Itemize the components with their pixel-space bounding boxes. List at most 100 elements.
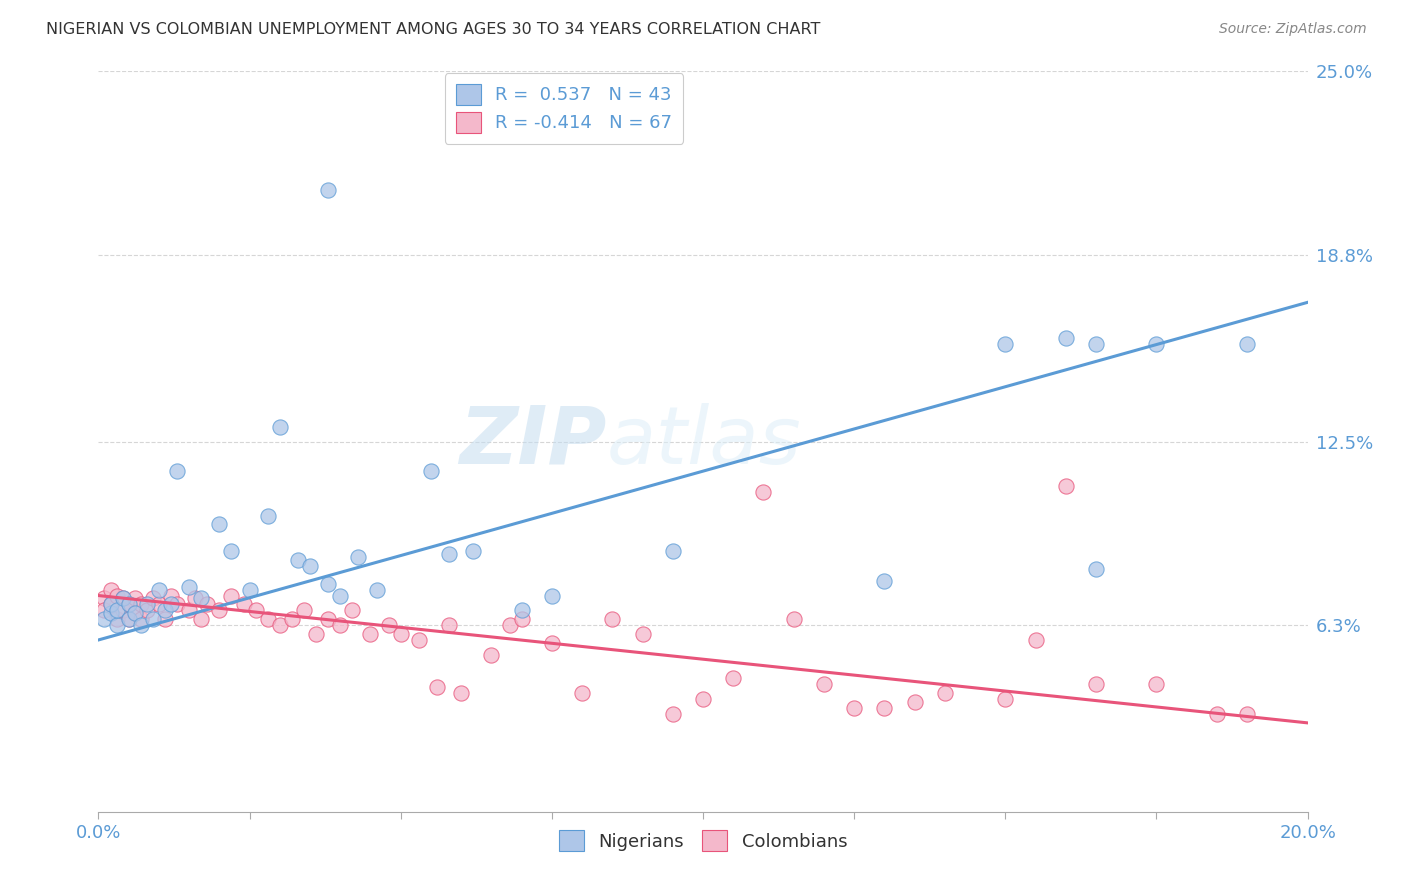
- Point: [752, 484, 775, 499]
- Point: [166, 464, 188, 478]
- Point: [142, 591, 165, 606]
- Point: [1085, 562, 1108, 576]
- Point: [661, 706, 683, 721]
- Point: [366, 582, 388, 597]
- Point: [111, 591, 134, 606]
- Point: [1144, 336, 1167, 351]
- Point: [844, 701, 866, 715]
- Point: [510, 612, 533, 626]
- Point: [195, 598, 218, 612]
- Point: [105, 589, 128, 603]
- Point: [661, 544, 683, 558]
- Point: [124, 607, 146, 621]
- Point: [100, 598, 122, 612]
- Point: [437, 547, 460, 561]
- Point: [1024, 632, 1046, 647]
- Point: [179, 580, 201, 594]
- Point: [208, 603, 231, 617]
- Point: [118, 612, 141, 626]
- Point: [1054, 479, 1077, 493]
- Point: [571, 686, 593, 700]
- Point: [129, 598, 152, 612]
- Point: [360, 627, 382, 641]
- Point: [329, 618, 352, 632]
- Point: [239, 582, 262, 597]
- Point: [100, 598, 122, 612]
- Point: [408, 632, 430, 647]
- Point: [232, 598, 254, 612]
- Point: [1054, 331, 1077, 345]
- Point: [269, 618, 291, 632]
- Point: [994, 692, 1017, 706]
- Point: [105, 603, 128, 617]
- Point: [166, 598, 188, 612]
- Point: [148, 598, 170, 612]
- Point: [184, 591, 207, 606]
- Point: [93, 612, 115, 626]
- Point: [105, 618, 128, 632]
- Point: [904, 695, 927, 709]
- Point: [481, 648, 503, 662]
- Text: atlas: atlas: [606, 402, 801, 481]
- Point: [292, 603, 315, 617]
- Point: [160, 589, 183, 603]
- Point: [1085, 336, 1108, 351]
- Legend: Nigerians, Colombians: Nigerians, Colombians: [551, 823, 855, 858]
- Point: [540, 636, 562, 650]
- Point: [1236, 336, 1258, 351]
- Text: ZIP: ZIP: [458, 402, 606, 481]
- Point: [111, 591, 134, 606]
- Point: [389, 627, 412, 641]
- Point: [281, 612, 304, 626]
- Point: [316, 612, 339, 626]
- Point: [118, 598, 141, 612]
- Point: [179, 603, 201, 617]
- Point: [934, 686, 956, 700]
- Point: [256, 508, 278, 523]
- Point: [245, 603, 267, 617]
- Point: [118, 598, 141, 612]
- Point: [783, 612, 806, 626]
- Point: [135, 603, 157, 617]
- Point: [1085, 677, 1108, 691]
- Text: Source: ZipAtlas.com: Source: ZipAtlas.com: [1219, 22, 1367, 37]
- Point: [160, 598, 183, 612]
- Point: [426, 681, 449, 695]
- Point: [148, 582, 170, 597]
- Point: [118, 612, 141, 626]
- Point: [994, 336, 1017, 351]
- Point: [208, 517, 231, 532]
- Point: [463, 544, 485, 558]
- Point: [153, 612, 176, 626]
- Point: [437, 618, 460, 632]
- Point: [129, 612, 152, 626]
- Point: [221, 544, 243, 558]
- Point: [1206, 706, 1229, 721]
- Point: [129, 618, 152, 632]
- Point: [124, 591, 146, 606]
- Point: [420, 464, 443, 478]
- Point: [153, 603, 176, 617]
- Point: [299, 558, 322, 573]
- Point: [342, 603, 364, 617]
- Point: [377, 618, 399, 632]
- Text: NIGERIAN VS COLOMBIAN UNEMPLOYMENT AMONG AGES 30 TO 34 YEARS CORRELATION CHART: NIGERIAN VS COLOMBIAN UNEMPLOYMENT AMONG…: [46, 22, 821, 37]
- Point: [93, 603, 115, 617]
- Point: [316, 183, 339, 197]
- Point: [142, 612, 165, 626]
- Point: [100, 607, 122, 621]
- Point: [221, 589, 243, 603]
- Point: [105, 612, 128, 626]
- Point: [631, 627, 654, 641]
- Point: [269, 419, 291, 434]
- Point: [316, 576, 339, 591]
- Point: [93, 591, 115, 606]
- Point: [329, 589, 352, 603]
- Point: [100, 582, 122, 597]
- Point: [347, 549, 370, 564]
- Point: [498, 618, 520, 632]
- Point: [190, 612, 212, 626]
- Point: [287, 553, 309, 567]
- Point: [135, 598, 157, 612]
- Point: [813, 677, 835, 691]
